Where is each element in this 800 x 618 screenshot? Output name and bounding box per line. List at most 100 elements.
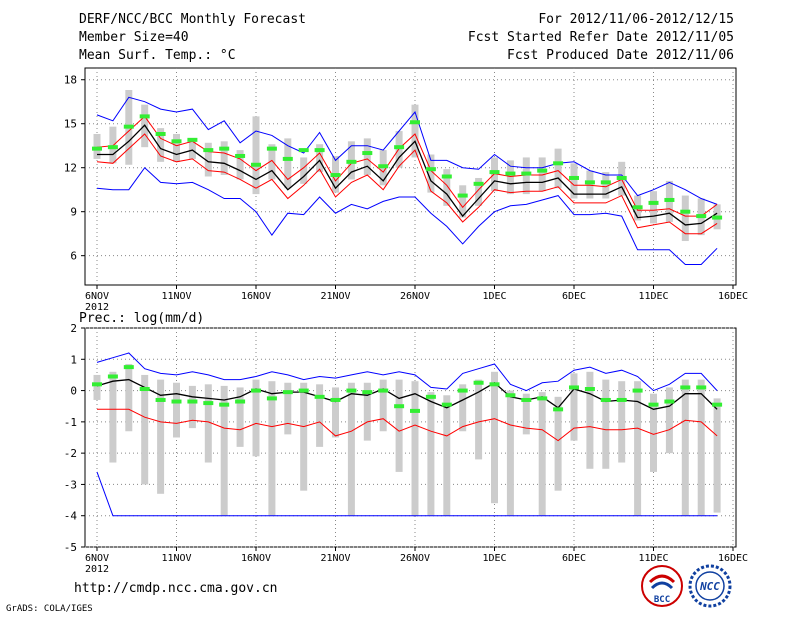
prec-ensemble-box <box>395 379 403 472</box>
temp-ensemble-box <box>220 141 228 176</box>
prec-observation-mark <box>616 397 627 402</box>
temp-line-mean <box>97 124 718 226</box>
prec-ytick-label: 0 <box>70 385 77 398</box>
temp-ensemble-box <box>204 142 212 177</box>
temp-observation-mark <box>712 215 723 220</box>
temp-observation-mark <box>187 137 198 142</box>
temp-ensemble-box <box>93 133 101 159</box>
temp-observation-mark <box>266 146 277 151</box>
prec-line-envelope-max <box>96 352 718 392</box>
prec-ytick-label: -5 <box>64 541 77 554</box>
prec-ytick-label: -2 <box>64 447 77 460</box>
prec-observation-mark <box>600 397 611 402</box>
prec-observation-mark <box>123 365 134 370</box>
prec-ensemble-box <box>586 371 594 469</box>
temp-ytick-label: 15 <box>64 118 77 131</box>
prec-xtick-label: 11NOV <box>161 553 191 564</box>
temp-observation-mark <box>330 173 341 178</box>
prec-line-envelope-min <box>96 471 718 517</box>
temp-ensemble-box <box>316 144 324 173</box>
forecast-produced-date: Fcst Produced Date 2012/11/06 <box>507 48 734 63</box>
temp-observation-mark <box>600 180 611 185</box>
temp-xtick-year: 2012 <box>85 302 109 313</box>
member-size-label: Member Size=40 <box>79 30 189 45</box>
forecast-start-date: Fcst Started Refer Date 2012/11/05 <box>467 30 734 45</box>
temp-observation-mark <box>139 114 150 119</box>
source-url[interactable]: http://cmdp.ncc.cma.gov.cn <box>74 581 278 596</box>
temp-observation-mark <box>616 175 627 180</box>
prec-xtick-label: 1DEC <box>482 553 506 564</box>
temp-observation-mark <box>425 167 436 172</box>
temp-ytick-label: 9 <box>70 206 77 219</box>
prec-ensemble-box <box>427 392 435 516</box>
bcc-logo: BCC <box>641 565 683 607</box>
prec-ensemble-box <box>220 385 228 516</box>
prec-observation-mark <box>680 385 691 390</box>
prec-line-mean <box>96 378 718 410</box>
temp-observation-mark <box>584 180 595 185</box>
prec-observation-mark <box>187 399 198 404</box>
temp-ensemble-box <box>602 172 610 199</box>
prec-ensemble-box <box>173 382 180 438</box>
prec-ensemble-box <box>570 373 578 441</box>
prec-ensemble-box <box>650 393 657 472</box>
temp-observation-mark <box>505 171 516 176</box>
temp-observation-mark <box>489 170 500 175</box>
prec-xtick-label: 11DEC <box>638 553 668 564</box>
temp-observation-mark <box>123 124 134 129</box>
temp-ensemble-box <box>173 133 180 162</box>
prec-observation-mark <box>394 404 405 409</box>
temp-line-envelope-min <box>96 166 718 265</box>
prec-ensemble-box <box>697 379 705 516</box>
temp-ensemble-box <box>650 191 657 224</box>
prec-xtick-label: 26NOV <box>400 553 430 564</box>
chart-title: DERF/NCC/BCC Monthly Forecast <box>79 12 306 27</box>
prec-observation-mark <box>346 388 357 393</box>
prec-ensemble-box <box>109 371 117 463</box>
variable-label: Mean Surf. Temp.: °C <box>79 48 236 63</box>
temp-observation-mark <box>107 145 118 150</box>
temp-ensemble-box <box>554 148 562 189</box>
prec-observation-mark <box>632 388 643 393</box>
prec-ensemble-box <box>252 379 260 457</box>
temp-ensemble-box <box>681 195 689 242</box>
temp-xtick-label: 16DEC <box>718 291 748 302</box>
temp-observation-mark <box>251 162 261 167</box>
temp-observation-mark <box>441 174 452 179</box>
prec-observation-mark <box>298 388 309 393</box>
temp-observation-mark <box>553 161 564 166</box>
temp-xtick-label: 6DEC <box>562 291 586 302</box>
temp-observation-mark <box>632 205 643 210</box>
temp-ensemble-box <box>188 138 196 159</box>
temp-ensemble-box <box>157 128 165 162</box>
temp-ensemble-box <box>538 157 546 192</box>
temp-observation-mark <box>457 193 468 198</box>
prec-observation-mark <box>171 399 182 404</box>
temp-ensemble-box <box>363 138 371 176</box>
prec-observation-mark <box>203 401 214 406</box>
prec-ytick-label: -4 <box>64 510 78 523</box>
temp-observation-mark <box>394 145 405 150</box>
prec-ytick-label: 1 <box>70 353 77 366</box>
prec-ensemble-box <box>475 379 483 460</box>
prec-ensemble-box <box>634 381 642 516</box>
temp-ensemble-box <box>300 157 308 184</box>
prec-ensemble-box <box>618 381 626 463</box>
prec-ytick-label: 2 <box>70 322 77 335</box>
prec-ensemble-box <box>157 379 165 494</box>
prec-ensemble-box <box>188 385 196 429</box>
temp-xtick-label: 11DEC <box>638 291 668 302</box>
prec-ensemble-box <box>93 374 101 400</box>
prec-ensemble-box <box>347 382 355 516</box>
temp-xtick-label: 21NOV <box>320 291 350 302</box>
prec-ensemble-box <box>411 381 419 516</box>
temp-observation-mark <box>410 120 420 125</box>
prec-observation-mark <box>410 408 420 413</box>
temp-ensemble-box <box>570 163 578 199</box>
temp-ensemble-box <box>411 104 419 158</box>
temp-ensemble-box <box>236 150 244 180</box>
temp-ensemble-box <box>284 138 292 189</box>
temp-observation-mark <box>298 148 309 153</box>
temp-ensemble-box <box>268 144 276 180</box>
